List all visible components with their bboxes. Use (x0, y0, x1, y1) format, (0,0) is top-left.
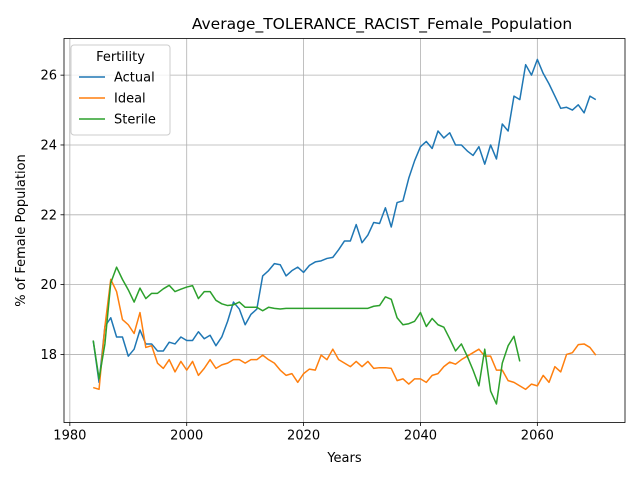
y-tick-label: 18 (40, 348, 57, 363)
x-axis-label: Years (326, 451, 362, 466)
y-tick-label: 22 (40, 208, 57, 223)
series-line-ideal (93, 278, 597, 391)
legend-label-actual: Actual (114, 71, 155, 86)
chart-title: Average_TOLERANCE_RACIST_Female_Populati… (192, 15, 572, 34)
x-tick-label: 2000 (170, 429, 203, 444)
series-lines (92, 58, 597, 405)
y-axis-label: % of Female Population (14, 154, 29, 307)
x-tick-label: 2020 (287, 429, 320, 444)
legend: Fertility Actual Ideal Sterile (70, 44, 171, 136)
x-tick-label: 2060 (521, 429, 554, 444)
x-tick-label: 2040 (404, 429, 437, 444)
plot-frame (63, 38, 626, 423)
y-tick-label: 26 (40, 69, 57, 84)
legend-box (70, 44, 171, 136)
y-tick-label: 24 (40, 138, 57, 153)
legend-title: Fertility (96, 50, 145, 65)
x-tick-label: 1980 (53, 429, 86, 444)
x-axis-ticks: 1980 2000 2020 2040 2060 (53, 422, 554, 444)
series-line-actual (92, 58, 597, 384)
legend-label-sterile: Sterile (114, 113, 156, 128)
y-axis-ticks: 18 20 22 24 26 (40, 69, 64, 363)
y-tick-label: 20 (40, 278, 57, 293)
legend-label-ideal: Ideal (114, 92, 146, 107)
series-line-sterile (92, 266, 521, 405)
